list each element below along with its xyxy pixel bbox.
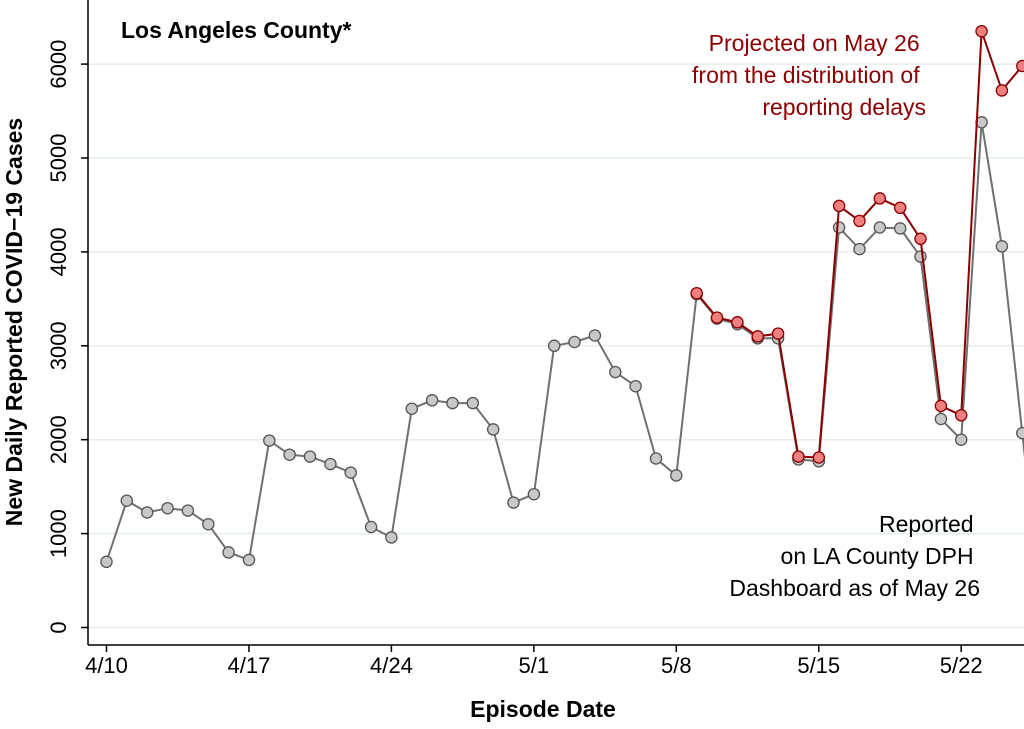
x-ticks: 4/10 4/17 4/24 5/1 5/8 5/15 5/22: [85, 645, 983, 678]
projected-point-11: [914, 232, 927, 246]
y-tick-label-1000: 1000: [46, 509, 71, 558]
projected-point-10: [893, 201, 907, 215]
x-axis-title: Episode Date: [470, 696, 616, 722]
projected-point-0: [690, 286, 703, 300]
series-projected: [690, 24, 1024, 464]
reported-point-39: [893, 222, 907, 235]
reported-point-23: [568, 335, 581, 349]
reported-point-17: [446, 396, 459, 410]
y-tick-label-2000: 2000: [46, 415, 71, 464]
reported-point-20: [507, 496, 520, 509]
reported-point-0: [100, 555, 113, 569]
projected-point-4: [771, 327, 785, 340]
reported-point-22: [547, 339, 561, 353]
projected-point-6: [812, 451, 826, 464]
projected-point-12: [934, 399, 948, 413]
x-tick-label-5-1: 5/1: [519, 653, 550, 678]
reported-point-8: [263, 434, 276, 447]
series-layer: [100, 24, 1024, 569]
reported-point-27: [649, 452, 663, 465]
projected-point-13: [954, 409, 968, 422]
reported-point-18: [466, 396, 480, 410]
projected-annotation-line-1: Projected on May 26: [709, 30, 920, 56]
projected-point-8: [853, 214, 866, 228]
projected-point-14: [975, 24, 988, 38]
reported-point-24: [588, 329, 602, 342]
reported-point-45: [1016, 426, 1024, 440]
reported-point-6: [222, 546, 235, 559]
x-tick-label-5-15: 5/15: [797, 653, 840, 678]
projected-point-16: [1016, 59, 1024, 73]
x-tick-label-4-10: 4/10: [85, 653, 128, 678]
projected-point-15: [995, 84, 1009, 97]
reported-point-7: [242, 553, 256, 567]
reported-annotation: Reported on LA County DPH Dashboard as o…: [729, 511, 980, 601]
reported-point-9: [283, 448, 296, 461]
y-tick-label-0: 0: [46, 621, 71, 633]
reported-point-40: [914, 250, 927, 263]
x-tick-label-4-24: 4/24: [370, 653, 413, 678]
reported-point-38: [873, 221, 887, 234]
y-ticks: 0 1000 2000 3000 4000 5000 6000: [46, 40, 88, 634]
x-tick-label-5-8: 5/8: [661, 653, 692, 678]
gridlines: [88, 63, 1024, 629]
reported-annotation-line-2: on LA County DPH: [781, 543, 974, 569]
projected-point-3: [751, 330, 764, 343]
y-axis-title: New Daily Reported COVID−19 Cases: [1, 118, 27, 526]
reported-point-26: [629, 379, 642, 393]
reported-point-15: [405, 402, 419, 415]
reported-point-25: [609, 365, 622, 379]
reported-point-42: [954, 433, 968, 446]
reported-point-16: [425, 394, 439, 407]
reported-annotation-line-1: Reported: [879, 511, 974, 537]
projected-point-5: [792, 450, 805, 463]
reported-point-37: [853, 242, 866, 256]
reported-point-1: [120, 494, 134, 507]
reported-point-44: [995, 240, 1009, 253]
projected-point-7: [832, 199, 846, 213]
y-tick-label-4000: 4000: [46, 227, 71, 276]
reported-point-5: [202, 517, 215, 531]
reported-point-2: [140, 506, 154, 519]
projected-point-9: [873, 192, 887, 205]
reported-point-4: [181, 504, 195, 517]
reported-point-19: [486, 423, 500, 436]
reported-point-3: [161, 501, 174, 515]
y-tick-label-5000: 5000: [46, 134, 71, 183]
reported-point-12: [344, 466, 357, 479]
reported-point-10: [303, 450, 317, 463]
y-tick-label-3000: 3000: [46, 321, 71, 370]
reported-point-11: [324, 457, 337, 471]
axes: [87, 0, 1024, 646]
reported-point-14: [385, 531, 398, 544]
reported-point-28: [670, 469, 683, 482]
reported-annotation-line-3: Dashboard as of May 26: [729, 575, 980, 601]
reported-point-41: [934, 412, 948, 426]
reported-point-13: [364, 520, 378, 534]
y-tick-label-6000: 6000: [46, 40, 71, 89]
projected-annotation-line-2: from the distribution of: [692, 62, 920, 88]
projected-point-2: [731, 316, 744, 329]
x-tick-label-5-22: 5/22: [940, 653, 983, 678]
x-tick-label-4-17: 4/17: [228, 653, 271, 678]
projected-annotation: Projected on May 26 from the distributio…: [692, 30, 926, 120]
reported-point-36: [832, 221, 846, 234]
chart-title: Los Angeles County*: [121, 17, 351, 43]
projected-annotation-line-3: reporting delays: [762, 94, 926, 120]
reported-point-21: [527, 487, 541, 501]
projected-point-1: [710, 311, 724, 324]
